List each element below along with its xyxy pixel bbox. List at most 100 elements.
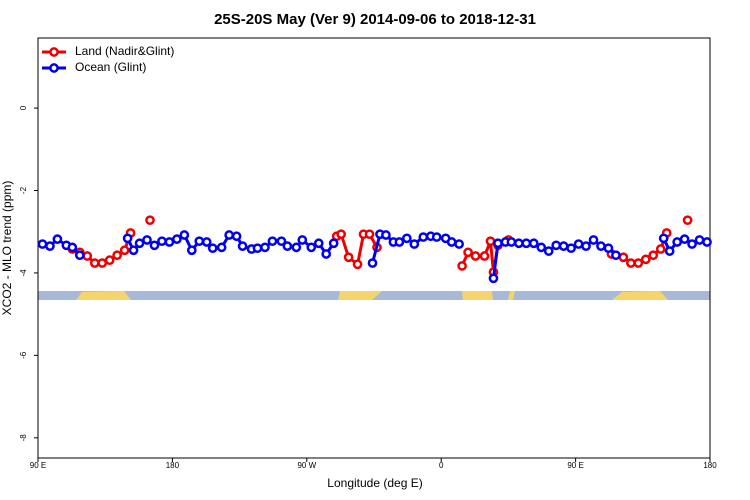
data-point (207, 243, 218, 254)
data-point (521, 238, 532, 249)
data-point (276, 236, 287, 247)
data-point (431, 232, 442, 242)
data-point (291, 242, 302, 253)
y-tick-label: -8 (19, 434, 28, 442)
data-point (655, 244, 666, 254)
data-point (52, 234, 63, 244)
data-point (343, 252, 354, 263)
data-point (179, 230, 190, 240)
data-point (267, 236, 278, 247)
data-point (702, 237, 712, 247)
y-tick-label: -6 (19, 351, 28, 359)
data-point (648, 250, 659, 261)
data-point (528, 238, 539, 249)
data-point (454, 239, 464, 249)
data-point (493, 238, 503, 249)
x-tick-label: 0 (439, 461, 444, 470)
data-point (128, 245, 139, 256)
y-tick-label: -2 (19, 186, 28, 194)
data-point (201, 237, 212, 247)
data-point (679, 234, 690, 244)
data-point (237, 241, 248, 251)
chart-title: 25S-20S May (Ver 9) 2014-09-06 to 2018-1… (214, 11, 536, 28)
data-point (658, 233, 669, 244)
land-shape (462, 291, 493, 300)
data-point (573, 239, 584, 249)
data-point (157, 236, 167, 247)
x-tick-label: 180 (166, 461, 180, 470)
data-point (336, 229, 346, 240)
data-point (145, 215, 155, 226)
x-tick-label: 90 E (30, 461, 46, 470)
data-point (618, 252, 629, 263)
data-point (588, 235, 599, 245)
data-point (543, 246, 554, 256)
data-point (321, 249, 332, 259)
data-point (381, 230, 391, 240)
data-point (488, 273, 499, 284)
legend-marker (49, 47, 59, 57)
data-point (216, 242, 227, 253)
data-point (224, 230, 234, 240)
y-axis-label: XCO2 - MLO trend (ppm) (0, 181, 14, 316)
data-point (581, 241, 591, 251)
data-point (45, 241, 55, 251)
data-point (297, 235, 308, 245)
data-point (186, 245, 197, 256)
data-point (252, 243, 263, 254)
data-point (694, 235, 705, 245)
land-shape (508, 291, 515, 300)
data-point (260, 242, 270, 253)
land-shape (338, 291, 382, 300)
data-point (313, 238, 324, 249)
legend-marker (49, 63, 59, 73)
data-point (328, 238, 339, 249)
data-point (119, 245, 130, 256)
data-point (558, 241, 569, 251)
data-point (479, 251, 490, 261)
data-point (134, 238, 145, 249)
land-shape (76, 291, 131, 300)
data-point (626, 258, 636, 268)
data-point (664, 246, 675, 256)
data-point (97, 258, 108, 268)
data-point (514, 238, 524, 249)
data-point (409, 239, 420, 249)
data-point (402, 233, 412, 244)
data-point (89, 258, 100, 268)
data-point (172, 234, 182, 244)
data-point (611, 250, 621, 261)
data-point (74, 250, 85, 261)
data-point (104, 255, 115, 266)
x-tick-label: 90 E (567, 461, 583, 470)
data-point (596, 241, 606, 251)
data-point (122, 233, 133, 244)
data-point (367, 258, 378, 268)
data-point (506, 237, 517, 247)
data-point (352, 259, 363, 270)
data-point (485, 236, 496, 247)
data-point (603, 243, 614, 254)
data-point (37, 239, 48, 249)
data-point (306, 242, 317, 253)
data-point (231, 231, 242, 242)
legend-label: Land (Nadir&Glint) (75, 44, 174, 58)
x-tick-label: 90 W (297, 461, 316, 470)
data-point (394, 237, 405, 247)
data-point (142, 235, 152, 245)
x-tick-label: 180 (703, 461, 717, 470)
legend-label: Ocean (Glint) (75, 60, 146, 74)
data-point (640, 254, 651, 265)
data-point (149, 240, 160, 251)
data-point (67, 242, 78, 253)
data-point (633, 258, 644, 268)
data-point (682, 215, 693, 226)
data-point (282, 241, 293, 251)
data-point (463, 247, 473, 258)
data-point (418, 232, 429, 242)
data-point (536, 242, 547, 253)
data-point (687, 239, 697, 249)
land-shape (612, 291, 668, 300)
